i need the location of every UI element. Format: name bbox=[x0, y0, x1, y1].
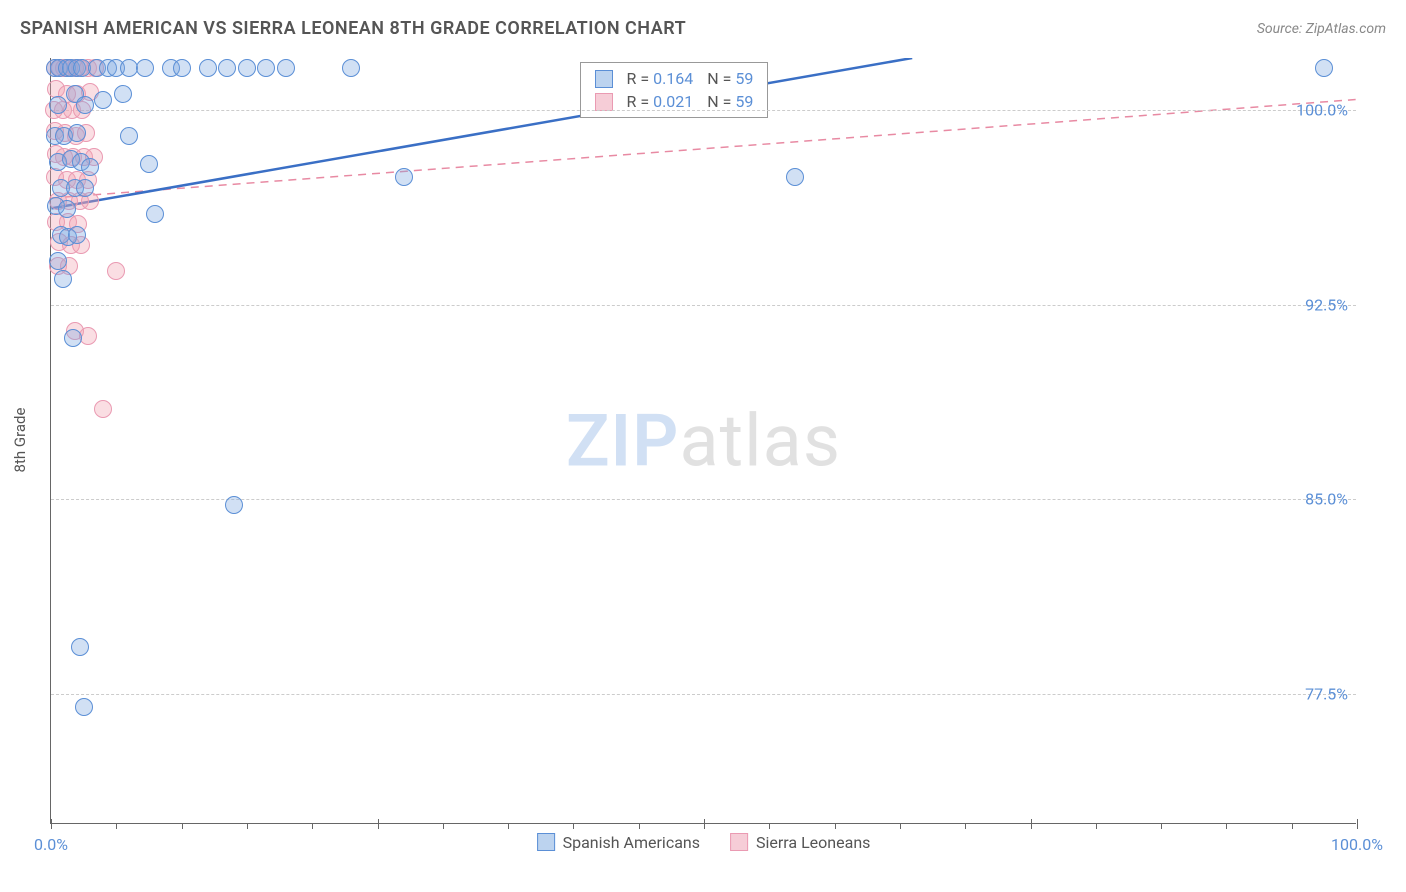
scatter-point bbox=[114, 85, 132, 103]
y-tick-label: 100.0% bbox=[1296, 100, 1348, 119]
x-tick-mark bbox=[1161, 823, 1162, 829]
legend-item: Spanish Americans bbox=[537, 833, 700, 852]
blue-trend-line bbox=[51, 58, 912, 208]
x-tick-mark bbox=[1357, 819, 1358, 829]
x-tick-mark bbox=[769, 823, 770, 829]
x-tick-mark bbox=[378, 819, 379, 829]
x-tick-mark bbox=[51, 819, 52, 829]
scatter-point bbox=[238, 59, 256, 77]
scatter-point bbox=[140, 155, 158, 173]
x-tick-mark bbox=[573, 823, 574, 829]
scatter-point bbox=[68, 226, 86, 244]
scatter-point bbox=[1315, 59, 1333, 77]
legend-item: Sierra Leoneans bbox=[730, 833, 870, 852]
x-tick-label: 100.0% bbox=[1331, 835, 1383, 854]
stat-n: N = 59 bbox=[707, 92, 753, 111]
y-tick-label: 85.0% bbox=[1305, 490, 1348, 509]
scatter-point bbox=[49, 252, 67, 270]
stat-n: N = 59 bbox=[707, 69, 753, 88]
x-tick-mark bbox=[116, 823, 117, 829]
scatter-point bbox=[257, 59, 275, 77]
scatter-point bbox=[58, 200, 76, 218]
legend: Spanish Americans Sierra Leoneans bbox=[537, 833, 871, 852]
legend-swatch bbox=[595, 70, 613, 88]
scatter-point bbox=[136, 59, 154, 77]
scatter-point bbox=[64, 329, 82, 347]
scatter-point bbox=[199, 59, 217, 77]
scatter-point bbox=[225, 496, 243, 514]
scatter-point bbox=[76, 179, 94, 197]
gridline bbox=[51, 305, 1356, 306]
gridline bbox=[51, 499, 1356, 500]
legend-swatch bbox=[730, 833, 748, 851]
x-tick-mark bbox=[443, 823, 444, 829]
gridline bbox=[51, 694, 1356, 695]
chart-area: ZIPatlas R = 0.164N = 59R = 0.021N = 59 … bbox=[50, 58, 1356, 824]
scatter-point bbox=[71, 638, 89, 656]
legend-swatch bbox=[595, 93, 613, 111]
watermark-atlas: atlas bbox=[679, 398, 841, 483]
scatter-point bbox=[75, 698, 93, 716]
watermark-zip: ZIP bbox=[566, 398, 679, 483]
source-label: Source: ZipAtlas.com bbox=[1257, 21, 1386, 37]
y-tick-label: 77.5% bbox=[1305, 685, 1348, 704]
trend-lines-layer bbox=[51, 58, 1356, 823]
x-tick-mark bbox=[1031, 819, 1032, 829]
scatter-point bbox=[218, 59, 236, 77]
scatter-point bbox=[173, 59, 191, 77]
x-tick-mark bbox=[900, 823, 901, 829]
x-tick-mark bbox=[1096, 823, 1097, 829]
x-tick-mark bbox=[965, 823, 966, 829]
x-tick-mark bbox=[247, 823, 248, 829]
x-tick-mark bbox=[704, 819, 705, 829]
scatter-point bbox=[49, 96, 67, 114]
stat-r: R = 0.021 bbox=[627, 92, 694, 111]
x-tick-mark bbox=[639, 823, 640, 829]
chart-title: SPANISH AMERICAN VS SIERRA LEONEAN 8TH G… bbox=[20, 18, 686, 39]
scatter-point bbox=[76, 96, 94, 114]
x-tick-mark bbox=[312, 823, 313, 829]
scatter-point bbox=[68, 124, 86, 142]
x-tick-mark bbox=[182, 823, 183, 829]
scatter-point bbox=[395, 168, 413, 186]
scatter-point bbox=[94, 91, 112, 109]
x-tick-mark bbox=[1226, 823, 1227, 829]
scatter-point bbox=[120, 127, 138, 145]
x-tick-mark bbox=[1292, 823, 1293, 829]
scatter-point bbox=[277, 59, 295, 77]
scatter-point bbox=[786, 168, 804, 186]
scatter-point bbox=[54, 270, 72, 288]
watermark: ZIPatlas bbox=[566, 398, 841, 483]
stat-r: R = 0.164 bbox=[627, 69, 694, 88]
y-axis-label: 8th Grade bbox=[11, 408, 29, 473]
x-tick-label: 0.0% bbox=[34, 835, 68, 854]
scatter-point bbox=[146, 205, 164, 223]
header-row: SPANISH AMERICAN VS SIERRA LEONEAN 8TH G… bbox=[20, 18, 1386, 39]
x-tick-mark bbox=[835, 823, 836, 829]
y-tick-label: 92.5% bbox=[1305, 295, 1348, 314]
x-tick-mark bbox=[508, 823, 509, 829]
scatter-point bbox=[342, 59, 360, 77]
scatter-point bbox=[107, 262, 125, 280]
scatter-point bbox=[81, 158, 99, 176]
gridline bbox=[51, 110, 1356, 111]
scatter-point bbox=[94, 400, 112, 418]
legend-swatch bbox=[537, 833, 555, 851]
